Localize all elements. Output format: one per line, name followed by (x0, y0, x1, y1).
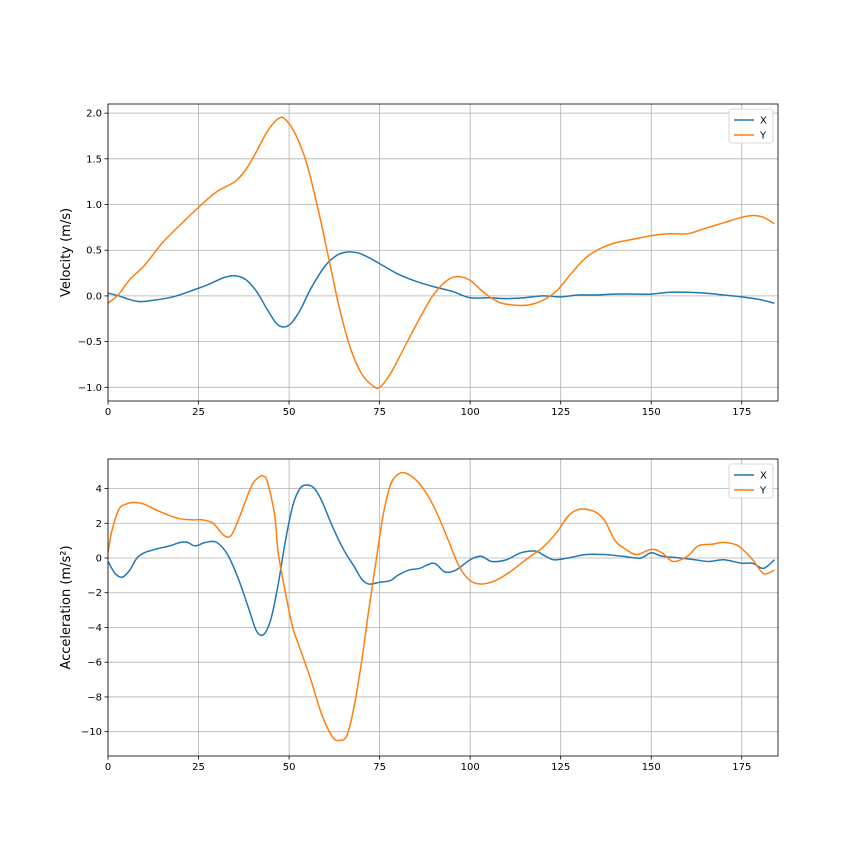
acceleration-axes-frame (107, 458, 779, 757)
velocity-x-tick-label: 175 (732, 407, 751, 418)
acceleration-x-tick-label: 100 (461, 762, 480, 773)
acceleration-series-line-y (108, 471, 775, 742)
velocity-legend-label-y: Y (759, 131, 767, 142)
acceleration-x-tick-label: 150 (642, 762, 661, 773)
velocity-y-axis-label: Velocity (m/s) (59, 208, 74, 297)
acceleration-y-tick-label: 2 (96, 519, 102, 530)
acceleration-x-tick-label: 0 (105, 762, 111, 773)
velocity-legend-label-x: X (760, 116, 767, 127)
acceleration-y-axis-label: Acceleration (m/s²) (59, 545, 74, 669)
velocity-y-tick-label: 2.0 (86, 109, 102, 120)
acceleration-x-tick-label: 175 (732, 762, 751, 773)
acceleration-x-tick-label: 50 (283, 762, 296, 773)
acceleration-plot: 0 25 50 75 100 125 150 175 −10 −8 −6 −4 −2 0 2 4 Acceler… (59, 458, 779, 773)
acceleration-series-line-x (108, 484, 775, 637)
acceleration-y-tick-label: 4 (96, 484, 102, 495)
velocity-y-tick-label: −0.5 (78, 337, 102, 348)
velocity-x-tick-label: 150 (642, 407, 661, 418)
velocity-x-tick-label: 125 (551, 407, 570, 418)
acceleration-y-tick-label: −2 (87, 588, 102, 599)
acceleration-y-tick-label: −8 (87, 692, 102, 703)
acceleration-y-tick-label: −4 (87, 623, 102, 634)
velocity-x-tick-label: 75 (373, 407, 386, 418)
acceleration-x-tick-label: 125 (551, 762, 570, 773)
acceleration-y-tick-label: −10 (81, 727, 102, 738)
velocity-plot: 0 25 50 75 100 125 150 175 −1.0 −0.5 0.0 0.5 1.0 1.5 2… (59, 103, 779, 418)
acceleration-y-tick-label: 0 (96, 554, 102, 565)
velocity-y-tick-label: 1.0 (86, 200, 102, 211)
acceleration-x-tick-label: 25 (192, 762, 205, 773)
acceleration-legend-label-x: X (760, 471, 767, 482)
velocity-x-tick-label: 25 (192, 407, 205, 418)
velocity-y-tick-label: 0.5 (86, 246, 102, 257)
acceleration-legend-label-y: Y (759, 486, 767, 497)
velocity-y-tick-label: −1.0 (78, 383, 102, 394)
acceleration-x-tick-label: 75 (373, 762, 386, 773)
velocity-axes-frame (107, 103, 779, 402)
velocity-series-line-y (108, 116, 775, 389)
velocity-y-tick-label: 1.5 (86, 154, 102, 165)
acceleration-y-tick-label: −6 (87, 658, 102, 669)
velocity-series-line-x (108, 251, 775, 328)
velocity-x-tick-label: 50 (283, 407, 296, 418)
velocity-x-tick-label: 100 (461, 407, 480, 418)
velocity-y-tick-label: 0.0 (86, 291, 102, 302)
velocity-x-tick-label: 0 (105, 407, 111, 418)
